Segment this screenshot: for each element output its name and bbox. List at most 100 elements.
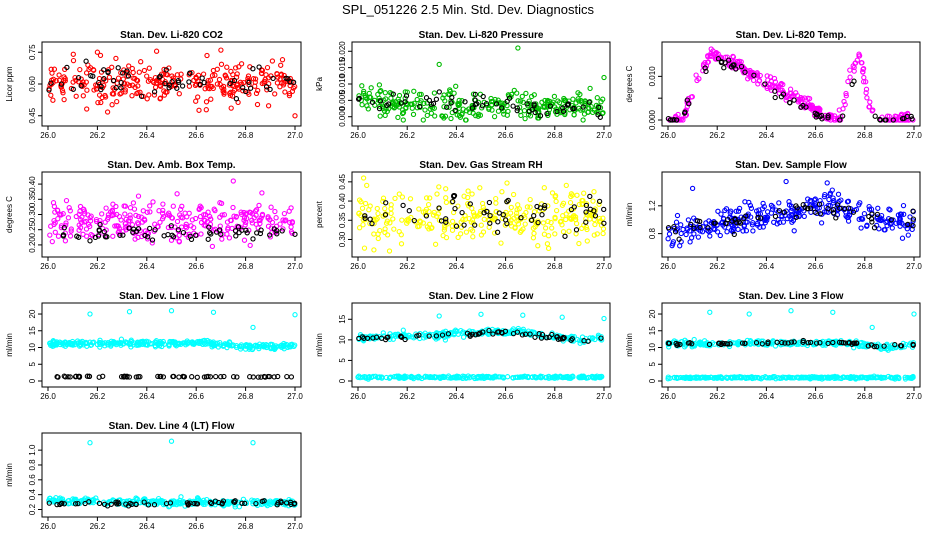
data-point	[567, 375, 573, 381]
data-point	[837, 117, 843, 123]
data-point	[229, 343, 235, 349]
data-point	[137, 374, 143, 380]
data-point	[425, 201, 432, 208]
data-point	[584, 226, 590, 233]
data-point	[455, 234, 461, 241]
data-point	[273, 215, 279, 221]
data-point	[97, 221, 103, 228]
data-point	[115, 499, 121, 505]
data-point	[600, 226, 607, 232]
data-point	[717, 232, 723, 239]
data-point	[48, 342, 54, 348]
plot-frame	[351, 171, 611, 258]
x-tick-label: 27.0	[596, 392, 612, 401]
y-tick-label: 0.25	[28, 221, 37, 237]
data-point	[463, 374, 469, 381]
data-point	[441, 374, 447, 381]
data-point	[466, 375, 472, 381]
data-point	[178, 71, 184, 77]
data-point	[161, 66, 167, 73]
data-point	[233, 233, 239, 239]
data-point	[375, 210, 381, 217]
data-point	[227, 80, 233, 87]
data-point	[233, 214, 239, 220]
data-point	[548, 219, 554, 226]
data-point	[400, 202, 406, 209]
data-point	[246, 79, 252, 85]
data-point	[98, 86, 104, 93]
data-point	[803, 374, 809, 380]
data-point	[136, 69, 142, 75]
data-point	[263, 72, 269, 78]
chart-panel: Stan. Dev. Sample Flow ml/min 26.0 26.2 26.4…	[625, 160, 922, 271]
y-tick-label: 0	[648, 378, 657, 383]
data-point	[776, 200, 782, 206]
data-point	[399, 194, 406, 200]
data-point	[217, 81, 223, 88]
data-point	[236, 64, 242, 70]
data-point	[377, 98, 384, 104]
data-point	[428, 110, 435, 116]
data-point	[384, 108, 390, 115]
data-point	[286, 92, 293, 99]
chart-title: Stan. Dev. Line 1 Flow	[119, 291, 224, 302]
data-point	[76, 340, 82, 346]
data-point	[507, 210, 514, 216]
data-point	[595, 112, 601, 118]
data-point	[127, 82, 133, 89]
data-point	[77, 66, 83, 73]
data-point	[83, 70, 90, 76]
data-point	[539, 331, 546, 338]
x-tick-label: 26.2	[90, 262, 106, 271]
data-point	[494, 329, 501, 335]
data-point	[218, 47, 224, 53]
data-point	[235, 224, 242, 230]
y-axis-label: ml/min	[5, 333, 14, 357]
data-point	[180, 229, 187, 236]
data-point	[775, 374, 781, 381]
data-point	[279, 80, 285, 86]
data-point	[193, 232, 199, 238]
data-point	[186, 83, 193, 89]
data-point	[133, 212, 139, 219]
plot-frame	[661, 302, 921, 388]
data-point	[492, 96, 498, 103]
data-point	[909, 116, 915, 122]
data-point	[235, 85, 241, 91]
data-point	[124, 374, 130, 380]
data-point	[866, 213, 872, 220]
data-point	[695, 234, 702, 240]
x-tick-label: 26.2	[90, 131, 106, 140]
data-point	[146, 65, 152, 71]
data-point	[817, 340, 823, 346]
data-point	[515, 98, 521, 104]
data-point	[514, 218, 520, 224]
data-point	[170, 203, 176, 209]
y-axis-label: degrees C	[625, 65, 634, 102]
data-point	[361, 245, 368, 251]
data-point	[422, 107, 428, 113]
data-point	[546, 334, 552, 340]
data-point	[182, 210, 188, 216]
data-point	[113, 85, 119, 91]
data-point	[665, 236, 671, 242]
data-point	[531, 92, 537, 98]
data-point	[738, 59, 744, 65]
data-point	[518, 112, 524, 119]
data-point	[408, 374, 414, 380]
data-point	[551, 93, 558, 100]
data-point	[704, 224, 710, 230]
data-point	[410, 111, 417, 118]
data-point	[583, 202, 590, 209]
data-point	[853, 340, 860, 346]
data-point	[579, 197, 585, 204]
data-point	[491, 230, 498, 236]
data-point	[451, 193, 457, 200]
data-point	[587, 193, 593, 200]
data-point	[542, 202, 548, 209]
data-point	[586, 99, 592, 105]
data-point	[563, 182, 569, 189]
data-point	[432, 113, 438, 119]
data-point	[905, 232, 911, 238]
data-point	[532, 334, 538, 340]
